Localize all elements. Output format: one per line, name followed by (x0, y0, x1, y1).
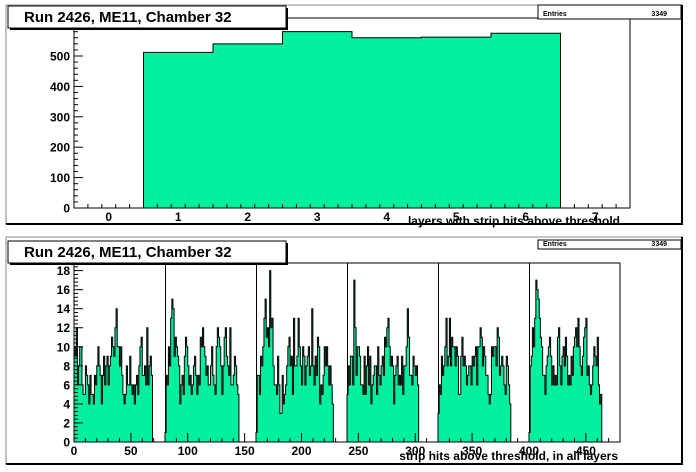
y-tick-label: 0 (63, 436, 70, 450)
x-tick-label: 0 (105, 210, 112, 224)
histogram-segment (437, 317, 512, 443)
histogram-outline (143, 31, 561, 208)
y-tick-label: 0 (63, 202, 70, 216)
stats-entries-value: 3349 (651, 11, 667, 18)
y-tick-label: 200 (50, 141, 70, 155)
x-tick-label: 1 (175, 210, 182, 224)
stats-entries-value: 3349 (651, 241, 667, 248)
x-tick-label: 250 (348, 444, 368, 458)
x-tick-label: 2 (244, 210, 251, 224)
histogram-bar (282, 31, 352, 209)
x-tick-label: 50 (124, 444, 138, 458)
x-tick-label: 6 (522, 210, 529, 224)
histogram-segment (346, 279, 420, 443)
y-tick-label: 14 (57, 302, 71, 316)
y-tick-label: 12 (57, 321, 71, 335)
stats-box (537, 4, 682, 20)
x-tick-label: 400 (519, 444, 539, 458)
y-tick-label: 16 (57, 283, 71, 297)
x-tick-label: 100 (178, 444, 198, 458)
y-tick-label: 400 (50, 80, 70, 94)
stats-entries-label: Entries (543, 11, 567, 18)
x-tick-label: 3 (314, 210, 321, 224)
histogram-segment (164, 298, 240, 443)
histogram-bar (352, 37, 422, 209)
chart-title: Run 2426, ME11, Chamber 32 (24, 244, 232, 261)
x-tick-label: 350 (462, 444, 482, 458)
histogram-bar (491, 33, 561, 209)
y-tick-label: 500 (50, 50, 70, 64)
histogram-segment (528, 279, 603, 443)
histogram-bar (143, 52, 213, 208)
pad-shadow (6, 5, 683, 225)
x-tick-label: 300 (405, 444, 425, 458)
y-tick-label: 300 (50, 110, 70, 124)
histogram-segment (73, 308, 153, 443)
x-tick-label: 150 (235, 444, 255, 458)
x-axis-label: strip hits above threshold, in all layer… (399, 449, 618, 463)
x-axis-label: layers with strip hits above threshold (408, 214, 620, 228)
y-tick-label: 18 (57, 264, 71, 278)
y-tick-label: 2 (63, 416, 70, 430)
y-tick-label: 10 (57, 340, 71, 354)
y-tick-label: 100 (50, 171, 70, 185)
x-tick-label: 5 (453, 210, 460, 224)
pad-shadow (6, 237, 683, 465)
stats-entries-label: Entries (543, 241, 567, 248)
histogram-bar (421, 37, 491, 208)
title-box (7, 240, 287, 264)
histogram-bar (213, 43, 283, 209)
chart-title: Run 2426, ME11, Chamber 32 (24, 9, 232, 26)
histogram-panel-1: 010020030040050060001234567layers with s… (5, 4, 683, 228)
y-tick-label: 8 (63, 359, 70, 373)
y-tick-label: 4 (63, 397, 70, 411)
title-box (7, 5, 287, 29)
histogram-segment (255, 270, 334, 443)
x-tick-label: 450 (576, 444, 596, 458)
x-tick-label: 7 (592, 210, 599, 224)
x-tick-label: 4 (383, 210, 390, 224)
x-tick-label: 0 (71, 444, 78, 458)
stats-box (537, 239, 682, 250)
x-tick-label: 200 (291, 444, 311, 458)
y-tick-label: 6 (63, 378, 70, 392)
